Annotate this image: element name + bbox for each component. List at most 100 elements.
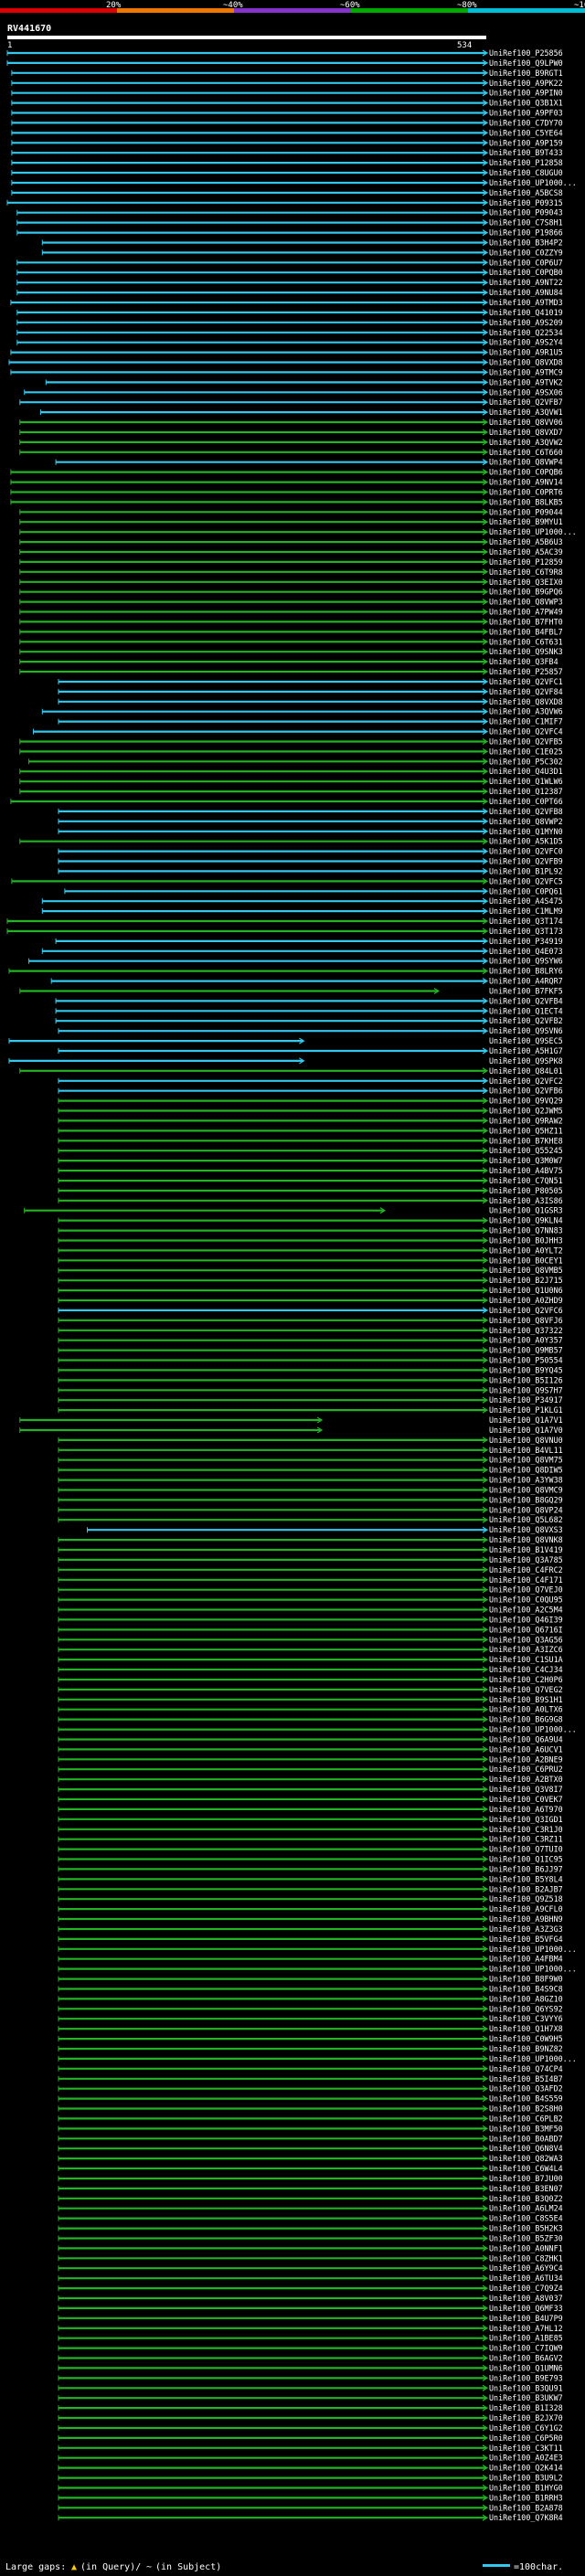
hit-row[interactable]: UniRef100_Q8VM75 — [58, 1456, 563, 1465]
hit-row[interactable]: UniRef100_B5I126 — [58, 1375, 563, 1384]
hit-row[interactable]: UniRef100_Q9LPW0 — [6, 58, 563, 68]
hit-row[interactable]: UniRef100_A9PF03 — [11, 109, 563, 118]
hit-row[interactable]: UniRef100_C0PQ61 — [64, 886, 563, 896]
hit-row[interactable]: UniRef100_Q3V8I7 — [58, 1785, 563, 1794]
hit-label[interactable]: UniRef100_A6Y9C4 — [489, 2263, 563, 2273]
hit-row[interactable]: UniRef100_Q2VFC6 — [58, 1306, 563, 1315]
hit-label[interactable]: UniRef100_A1BE85 — [489, 2334, 563, 2343]
hit-row[interactable]: UniRef100_Q9SNK3 — [19, 647, 563, 656]
hit-label[interactable]: UniRef100_Q8VM75 — [489, 1456, 563, 1465]
hit-row[interactable]: UniRef100_Q1MYN0 — [58, 827, 563, 836]
hit-label[interactable]: UniRef100_Q3V8I7 — [489, 1785, 563, 1794]
hit-row[interactable]: UniRef100_Q3B1X1 — [11, 99, 563, 108]
hit-row[interactable]: UniRef100_Q4U3D1 — [19, 767, 563, 776]
hit-label[interactable]: UniRef100_P12859 — [489, 557, 563, 567]
hit-label[interactable]: UniRef100_Q6MF33 — [489, 2304, 563, 2313]
hit-row[interactable]: UniRef100_Q5L682 — [58, 1515, 563, 1524]
hit-label[interactable]: UniRef100_Q7K8R4 — [489, 2513, 563, 2522]
hit-row[interactable]: UniRef100_Q7VEG2 — [58, 1685, 563, 1694]
hit-row[interactable]: UniRef100_B9NZ82 — [58, 2044, 563, 2053]
hit-row[interactable]: UniRef100_A5B6U3 — [19, 537, 563, 546]
hit-label[interactable]: UniRef100_B3H4P2 — [489, 239, 563, 248]
hit-row[interactable]: UniRef100_Q3A785 — [58, 1555, 563, 1564]
hit-label[interactable]: UniRef100_A6UCV1 — [489, 1744, 563, 1754]
hit-label[interactable]: UniRef100_C0PRT6 — [489, 488, 563, 497]
hit-label[interactable]: UniRef100_B4S9C8 — [489, 1985, 563, 1994]
hit-row[interactable]: UniRef100_C3KT11 — [58, 2443, 563, 2453]
hit-row[interactable]: UniRef100_UP1000... — [58, 1725, 577, 1734]
hit-row[interactable]: UniRef100_B4S559 — [58, 2094, 563, 2104]
hit-row[interactable]: UniRef100_C0PRT6 — [10, 488, 563, 497]
hit-label[interactable]: UniRef100_B1I328 — [489, 2403, 563, 2412]
hit-label[interactable]: UniRef100_Q9SNK3 — [489, 647, 563, 656]
hit-label[interactable]: UniRef100_Q1U0N6 — [489, 1286, 563, 1295]
hit-row[interactable]: UniRef100_A9NU84 — [16, 288, 563, 297]
hit-label[interactable]: UniRef100_Q8VXS3 — [489, 1525, 563, 1534]
hit-row[interactable]: UniRef100_Q8VMB5 — [58, 1266, 563, 1275]
hit-row[interactable]: UniRef100_Q37322 — [58, 1326, 563, 1335]
hit-row[interactable]: UniRef100_Q8VXD7 — [19, 428, 563, 437]
hit-label[interactable]: UniRef100_Q8VNK8 — [489, 1535, 563, 1544]
hit-label[interactable]: UniRef100_P34917 — [489, 1395, 563, 1405]
hit-row[interactable]: UniRef100_B2A878 — [58, 2503, 563, 2512]
hit-label[interactable]: UniRef100_B1V419 — [489, 1545, 563, 1554]
hit-row[interactable]: UniRef100_C6PLB2 — [58, 2114, 563, 2123]
hit-label[interactable]: UniRef100_Q1IC95 — [489, 1855, 563, 1864]
hit-label[interactable]: UniRef100_Q8VFJ6 — [489, 1316, 563, 1325]
hit-label[interactable]: UniRef100_B3QU91 — [489, 2383, 563, 2392]
hit-label[interactable]: UniRef100_A0ZHD9 — [489, 1296, 563, 1305]
hit-row[interactable]: UniRef100_Q2VFB7 — [19, 398, 563, 407]
hit-label[interactable]: UniRef100_C3RZ11 — [489, 1835, 563, 1844]
hit-row[interactable]: UniRef100_B9S1H1 — [58, 1695, 563, 1704]
hit-row[interactable]: UniRef100_Q12387 — [19, 787, 563, 796]
hit-row[interactable]: UniRef100_P34919 — [55, 937, 563, 946]
hit-label[interactable]: UniRef100_C1MIF7 — [489, 717, 563, 726]
hit-label[interactable]: UniRef100_A5H1G7 — [489, 1046, 563, 1055]
hit-row[interactable]: UniRef100_A0YLT2 — [58, 1246, 563, 1255]
hit-label[interactable]: UniRef100_C0PT66 — [489, 797, 563, 806]
hit-label[interactable]: UniRef100_B9S1H1 — [489, 1695, 563, 1704]
hit-label[interactable]: UniRef100_C5YE64 — [489, 128, 563, 137]
hit-row[interactable]: UniRef100_C7Q9Z4 — [58, 2284, 563, 2293]
hit-row[interactable]: UniRef100_B3MF50 — [58, 2124, 563, 2133]
hit-row[interactable]: UniRef100_P09315 — [6, 198, 563, 207]
hit-label[interactable]: UniRef100_Q3IGD1 — [489, 1815, 563, 1824]
hit-label[interactable]: UniRef100_B0CEY1 — [489, 1256, 563, 1265]
hit-label[interactable]: UniRef100_Q2VFC0 — [489, 847, 563, 856]
hit-row[interactable]: UniRef100_Q3IGD1 — [58, 1815, 563, 1824]
hit-label[interactable]: UniRef100_C8S5E4 — [489, 2214, 563, 2223]
hit-row[interactable]: UniRef100_Q9Z518 — [58, 1894, 563, 1903]
hit-label[interactable]: UniRef100_Q2VFB7 — [489, 398, 563, 407]
hit-label[interactable]: UniRef100_Q84L01 — [489, 1066, 563, 1076]
hit-label[interactable]: UniRef100_C0PQB6 — [489, 468, 563, 477]
hit-label[interactable]: UniRef100_C4FRC2 — [489, 1565, 563, 1574]
hit-row[interactable]: UniRef100_P25857 — [19, 667, 563, 676]
hit-row[interactable]: UniRef100_Q8DIW5 — [58, 1466, 563, 1475]
hit-label[interactable]: UniRef100_Q2K414 — [489, 2464, 563, 2473]
hit-label[interactable]: UniRef100_Q1A7V0 — [489, 1426, 563, 1435]
hit-row[interactable]: UniRef100_Q1ECT4 — [55, 1006, 563, 1015]
hit-row[interactable]: UniRef100_B0CEY1 — [58, 1256, 563, 1265]
hit-row[interactable]: UniRef100_Q2VFC4 — [33, 727, 563, 737]
hit-label[interactable]: UniRef100_A9TMD3 — [489, 298, 563, 307]
hit-row[interactable]: UniRef100_B9T433 — [11, 148, 563, 157]
hit-row[interactable]: UniRef100_B7FKF5 — [19, 987, 563, 996]
hit-label[interactable]: UniRef100_Q2VF84 — [489, 687, 563, 696]
hit-row[interactable]: UniRef100_Q8VWP2 — [58, 817, 563, 826]
hit-row[interactable]: UniRef100_Q41019 — [16, 308, 563, 317]
hit-label[interactable]: UniRef100_C3R1J0 — [489, 1825, 563, 1834]
hit-label[interactable]: UniRef100_A3IS86 — [489, 1196, 563, 1205]
hit-row[interactable]: UniRef100_B4VL11 — [58, 1446, 563, 1455]
hit-row[interactable]: UniRef100_A0Z4E3 — [58, 2454, 563, 2463]
hit-label[interactable]: UniRef100_B9E793 — [489, 2373, 563, 2382]
hit-row[interactable]: UniRef100_C8ZHK1 — [58, 2253, 563, 2263]
hit-row[interactable]: UniRef100_A6T970 — [58, 1805, 563, 1814]
hit-label[interactable]: UniRef100_C6Y1G2 — [489, 2423, 563, 2433]
hit-label[interactable]: UniRef100_Q9MB57 — [489, 1346, 563, 1355]
hit-label[interactable]: UniRef100_P25856 — [489, 48, 563, 58]
hit-row[interactable]: UniRef100_Q3EIX0 — [19, 578, 563, 587]
hit-label[interactable]: UniRef100_A6LM24 — [489, 2204, 563, 2213]
hit-label[interactable]: UniRef100_B4FBL7 — [489, 627, 563, 636]
hit-row[interactable]: UniRef100_UP1000... — [19, 527, 577, 536]
hit-label[interactable]: UniRef100_A3QVW6 — [489, 707, 563, 716]
